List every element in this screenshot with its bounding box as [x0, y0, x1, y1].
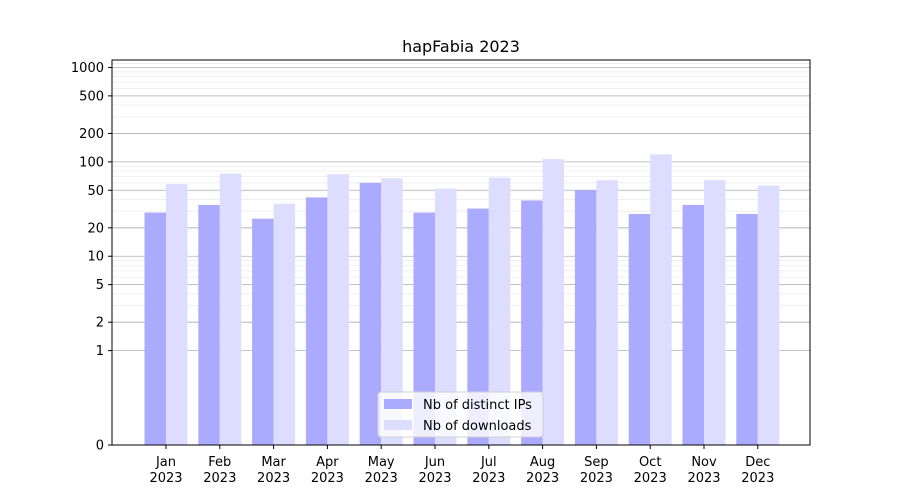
x-tick-label: Mar 2023 — [257, 455, 290, 486]
bar-downloads — [650, 154, 672, 445]
plot-area-frame — [111, 59, 811, 446]
chart-title: hapFabia 2023 — [402, 37, 520, 56]
bar-downloads — [273, 203, 296, 445]
y-tick-label: 20 — [87, 221, 104, 236]
bar-downloads — [596, 180, 618, 445]
y-tick-label: 100 — [79, 155, 104, 170]
x-tick-label: Sep 2023 — [580, 455, 613, 486]
bars — [144, 154, 780, 446]
y-tick-label: 10 — [87, 250, 104, 265]
legend-label: Nb of distinct IPs — [423, 398, 532, 413]
x-tick-label: Dec 2023 — [741, 455, 774, 486]
bar-distinct-ips — [305, 197, 328, 445]
x-axis-ticks: Jan 2023 Feb 2023 Mar 2023 Apr 2023 May 2023 Jun 20… — [149, 445, 774, 486]
bar-distinct-ips — [521, 200, 543, 445]
x-tick-label: Feb 2023 — [203, 455, 236, 486]
y-tick-label: 200 — [79, 127, 104, 142]
y-tick-label: 2 — [96, 316, 104, 331]
legend-box — [377, 391, 544, 438]
y-axis-ticks: 0 1 2 5 10 20 50 100 200 500 1000 — [71, 61, 112, 454]
bar-distinct-ips — [413, 212, 435, 445]
legend: Nb of distinct IPs Nb of downloads — [377, 391, 544, 438]
y-tick-label: 500 — [79, 89, 104, 104]
bar-distinct-ips — [252, 218, 274, 445]
y-tick-label: 5 — [96, 278, 104, 293]
x-tick-label: Oct 2023 — [634, 455, 667, 486]
x-tick-label: Jun 2023 — [418, 455, 451, 486]
bar-distinct-ips — [144, 212, 166, 445]
bar-distinct-ips — [628, 214, 651, 445]
bar-distinct-ips — [467, 208, 489, 445]
x-tick-label: Jul 2023 — [472, 455, 505, 486]
y-tick-label: 1 — [96, 344, 104, 359]
x-tick-label: Aug 2023 — [526, 455, 559, 486]
bar-distinct-ips — [574, 190, 597, 445]
bar-downloads — [166, 184, 188, 445]
x-tick-label: Apr 2023 — [311, 455, 344, 486]
bar-distinct-ips — [736, 214, 758, 445]
bar-downloads — [381, 178, 403, 445]
bar-distinct-ips — [198, 204, 220, 445]
bar-distinct-ips — [359, 182, 382, 445]
legend-label: Nb of downloads — [423, 419, 532, 434]
bar-downloads — [704, 180, 726, 445]
bar-downloads — [542, 159, 565, 445]
y-tick-label: 50 — [87, 184, 104, 199]
bar-downloads — [327, 174, 349, 445]
y-tick-label: 1000 — [71, 61, 104, 76]
legend-swatch — [384, 399, 412, 409]
x-tick-label: Jan 2023 — [149, 455, 182, 486]
legend-swatch — [384, 420, 412, 430]
x-tick-label: May 2023 — [365, 455, 398, 486]
x-tick-label: Nov 2023 — [687, 455, 720, 486]
bar-downloads — [488, 177, 511, 446]
bar-distinct-ips — [682, 204, 704, 445]
y-tick-label: 0 — [96, 439, 104, 454]
bar-downloads — [435, 188, 457, 445]
bar-downloads — [757, 185, 780, 445]
bar-downloads — [219, 173, 242, 446]
